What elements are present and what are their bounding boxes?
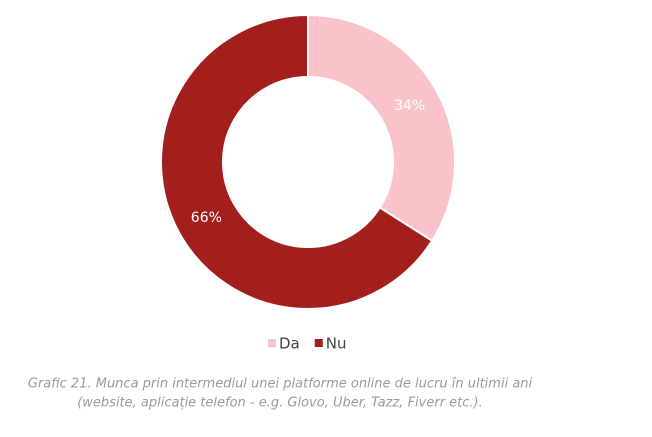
legend-label: Da — [279, 335, 300, 353]
caption: (website, aplicație telefon - e.g. Glovo… — [77, 396, 483, 411]
donut-slice — [307, 13, 456, 243]
data-label: 34% — [394, 98, 425, 114]
legend-swatch — [314, 339, 323, 347]
legend-swatch — [268, 339, 276, 347]
legend-label: Nu — [326, 335, 347, 353]
data-label: 66% — [191, 210, 222, 226]
donut-slice — [160, 13, 434, 310]
caption: Grafic 21. Munca prin intermediul unei p… — [28, 377, 533, 392]
